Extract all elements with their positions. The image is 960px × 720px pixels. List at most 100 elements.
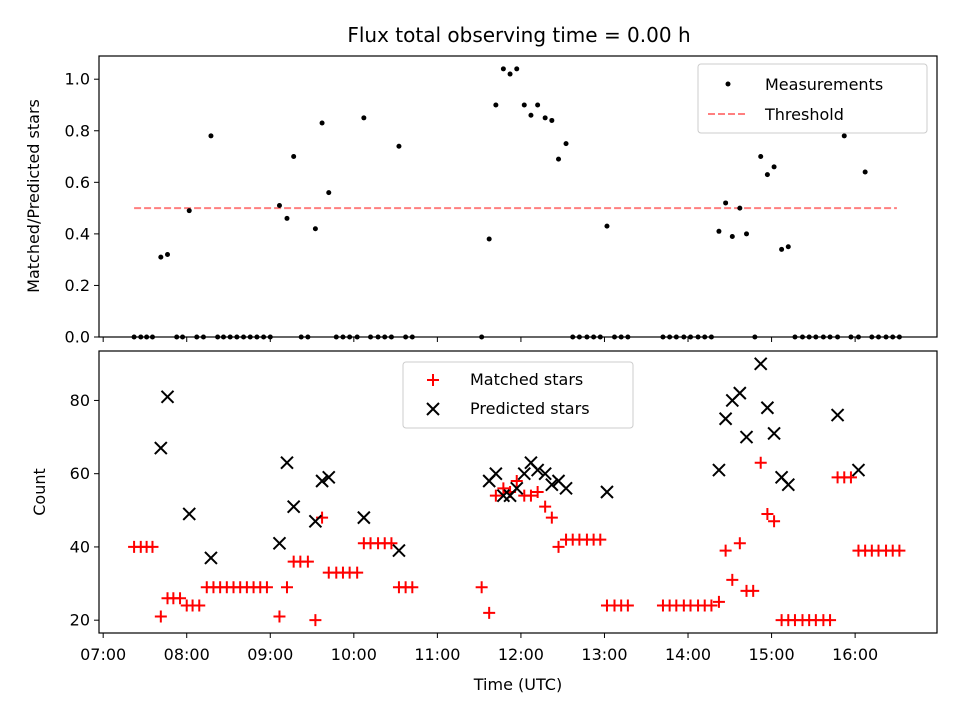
predicted-star-point bbox=[315, 474, 329, 488]
measurement-point bbox=[535, 102, 541, 108]
top-plot-frame bbox=[98, 55, 938, 338]
measurement-point bbox=[208, 133, 214, 139]
legend-measurement-marker bbox=[725, 81, 731, 87]
predicted-star-point bbox=[851, 463, 866, 477]
measurement-point bbox=[291, 154, 297, 160]
measurement-point bbox=[737, 205, 743, 211]
matched-star-point bbox=[260, 581, 273, 594]
legend-predicted-label: Predicted stars bbox=[470, 399, 590, 418]
legend-predicted-marker bbox=[426, 402, 440, 416]
measurement-point bbox=[604, 223, 610, 229]
matched-star-point bbox=[893, 544, 906, 557]
matched-star-point bbox=[824, 614, 837, 627]
top-y-tick-label: 0.0 bbox=[65, 328, 90, 347]
matched-star-point bbox=[768, 515, 781, 528]
x-tick-label: 13:00 bbox=[581, 645, 627, 664]
matched-star-point bbox=[552, 540, 565, 553]
measurement-point bbox=[729, 233, 735, 239]
x-axis-label: Time (UTC) bbox=[473, 675, 562, 694]
measurement-point bbox=[165, 252, 171, 258]
top-legend: Measurements Threshold bbox=[697, 63, 928, 134]
legend-measurements-label: Measurements bbox=[765, 75, 883, 94]
x-tick-label: 14:00 bbox=[665, 645, 711, 664]
x-tick-label: 09:00 bbox=[247, 645, 293, 664]
predicted-star-point bbox=[280, 455, 294, 470]
predicted-star-point bbox=[733, 386, 747, 400]
matched-star-point bbox=[705, 599, 718, 612]
bottom-y-tick-label: 60 bbox=[70, 464, 90, 483]
measurement-point bbox=[284, 215, 290, 221]
predicted-star-point bbox=[286, 499, 301, 514]
top-y-tick-label: 0.2 bbox=[65, 276, 90, 295]
measurement-point bbox=[326, 190, 332, 196]
top-y-tick-label: 1.0 bbox=[65, 70, 90, 89]
predicted-star-point bbox=[739, 430, 754, 444]
predicted-star-point bbox=[160, 390, 175, 404]
matched-star-point bbox=[309, 614, 322, 627]
predicted-star-point bbox=[510, 481, 524, 496]
measurement-point bbox=[507, 71, 513, 77]
measurement-point bbox=[521, 102, 527, 108]
matched-star-point bbox=[733, 537, 746, 550]
predicted-star-point bbox=[272, 536, 287, 550]
predicted-star-point bbox=[760, 401, 775, 415]
predicted-star-point bbox=[754, 357, 768, 371]
matched-star-point bbox=[754, 456, 767, 469]
measurement-point bbox=[542, 115, 548, 121]
measurement-point bbox=[514, 66, 520, 72]
bottom-y-tick-label: 20 bbox=[70, 611, 90, 630]
matched-star-point bbox=[545, 511, 558, 524]
predicted-star-point bbox=[718, 412, 733, 426]
top-plot: 0.0 0.2 0.4 0.6 0.8 1.0 bbox=[65, 66, 902, 347]
predicted-star-point bbox=[545, 477, 559, 492]
measurement-point bbox=[276, 203, 282, 209]
measurement-point bbox=[528, 112, 534, 118]
top-y-tick-label: 0.4 bbox=[65, 224, 90, 243]
predicted-star-point bbox=[517, 466, 531, 481]
bottom-y-tick-label: 40 bbox=[70, 537, 90, 556]
predicted-star-point bbox=[392, 543, 406, 558]
measurement-point bbox=[549, 117, 555, 123]
x-tick-label: 07:00 bbox=[80, 645, 126, 664]
predicted-star-point bbox=[182, 507, 196, 521]
matched-star-point bbox=[351, 566, 364, 579]
measurement-point bbox=[785, 244, 791, 250]
predicted-star-point bbox=[767, 426, 781, 441]
predicted-star-point bbox=[781, 477, 795, 492]
matched-star-point bbox=[301, 555, 314, 568]
x-tick-label: 16:00 bbox=[832, 645, 878, 664]
measurement-point bbox=[723, 200, 729, 206]
measurement-point bbox=[758, 154, 764, 160]
matched-star-point bbox=[174, 592, 187, 605]
matched-star-point bbox=[154, 610, 167, 623]
matched-star-point bbox=[844, 471, 857, 484]
bottom-plot-frame bbox=[98, 350, 938, 634]
measurement-point bbox=[862, 169, 868, 175]
measurement-point bbox=[764, 172, 770, 178]
matched-star-point bbox=[280, 581, 293, 594]
measurement-point bbox=[779, 246, 785, 252]
x-tick-label: 11:00 bbox=[414, 645, 460, 664]
measurement-point bbox=[716, 228, 722, 234]
matched-star-point bbox=[273, 610, 286, 623]
matched-star-point bbox=[524, 489, 537, 502]
matched-star-point bbox=[747, 584, 760, 597]
measurement-point bbox=[186, 208, 192, 214]
measurement-point bbox=[744, 231, 750, 237]
matched-star-point bbox=[719, 544, 732, 557]
measurement-point bbox=[312, 226, 318, 232]
predicted-star-point bbox=[322, 470, 336, 485]
predicted-star-point bbox=[559, 481, 573, 496]
x-tick-label: 08:00 bbox=[164, 645, 210, 664]
matched-star-point bbox=[539, 500, 552, 513]
matched-star-point bbox=[594, 533, 607, 546]
measurement-point bbox=[841, 133, 847, 139]
measurement-point bbox=[563, 141, 569, 147]
measurement-point bbox=[493, 102, 499, 108]
predicted-star-point bbox=[830, 408, 845, 422]
predicted-star-point bbox=[204, 551, 218, 565]
measurement-point bbox=[500, 66, 506, 72]
predicted-star-point bbox=[530, 463, 545, 477]
chart-title: Flux total observing time = 0.00 h bbox=[347, 23, 690, 47]
